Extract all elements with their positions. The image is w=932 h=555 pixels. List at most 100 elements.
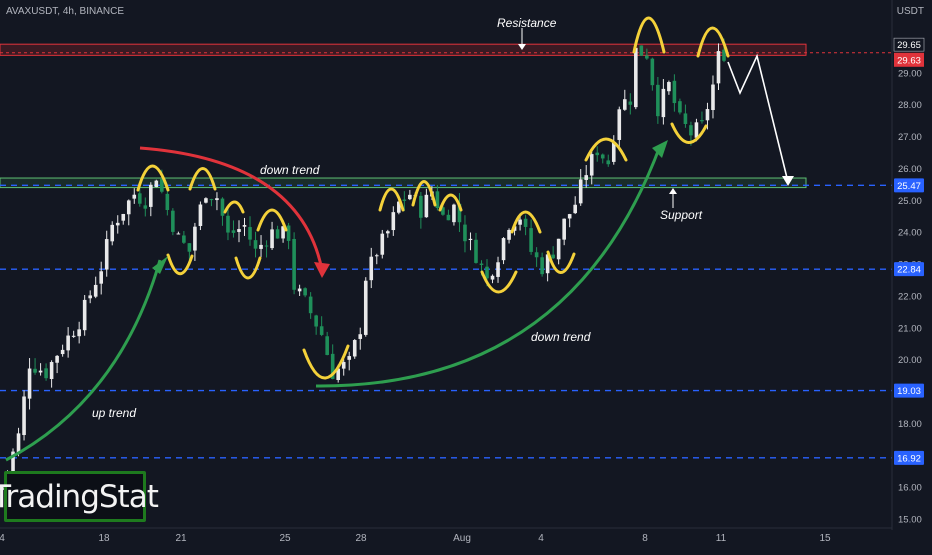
candle-body — [589, 154, 594, 176]
candle-body — [634, 47, 638, 108]
candle-body — [237, 229, 241, 232]
candle-body — [165, 193, 170, 210]
candle-body — [336, 368, 340, 381]
candle-body — [176, 233, 181, 235]
candle-body — [49, 362, 54, 380]
yellow-peak-mark — [223, 200, 245, 214]
level-badge-label: 22.84 — [897, 265, 921, 276]
annotation-down-trend-2: down trend — [531, 330, 591, 344]
candle-body — [171, 210, 175, 232]
candle-body — [452, 204, 456, 223]
candle-body — [397, 201, 401, 213]
yellow-peak-mark — [188, 167, 217, 191]
candle-body — [0, 487, 4, 491]
price-axis[interactable]: 15.0016.0017.0018.0019.0020.0021.0022.00… — [891, 0, 922, 530]
resistance-pointer-head — [518, 44, 526, 50]
projection-arrowhead — [782, 176, 794, 186]
zone-rect — [0, 177, 807, 189]
x-tick-label: 4 — [0, 533, 5, 544]
y-tick-label: 18.00 — [898, 419, 922, 430]
candle-body — [286, 225, 291, 241]
y-tick-label: 20.00 — [898, 355, 922, 366]
candle-body — [578, 179, 583, 204]
downtrend-arrowhead — [314, 262, 330, 278]
candle-body — [242, 225, 247, 227]
candle-body — [358, 334, 363, 339]
candle-body — [215, 198, 219, 201]
candle-body — [468, 238, 473, 241]
level-badge — [894, 178, 924, 193]
x-tick-label: 21 — [175, 533, 187, 544]
candle-body — [115, 222, 120, 226]
candle-body — [110, 224, 115, 242]
candle-body — [600, 154, 605, 159]
candle-body — [628, 101, 633, 105]
x-tick-label: 11 — [716, 533, 727, 544]
candle-body — [220, 198, 225, 216]
candle-body — [700, 120, 704, 122]
yellow-trough-mark — [166, 253, 194, 276]
support-pointer-head — [669, 188, 677, 194]
y-tick-label: 15.00 — [898, 515, 922, 526]
candle-body — [11, 451, 15, 472]
candle-body — [435, 191, 440, 209]
candle-layer — [0, 38, 726, 498]
candle-body — [27, 368, 32, 399]
candle-body — [584, 175, 589, 180]
candle-body — [562, 218, 566, 240]
candle-body — [121, 213, 126, 221]
candle-body — [369, 256, 374, 281]
candle-body — [126, 200, 131, 215]
candle-body — [457, 203, 462, 223]
candle-body — [363, 280, 368, 335]
x-tick-label: 4 — [538, 533, 544, 544]
candle-body — [650, 58, 655, 86]
price-badge-top-label: 29.65 — [897, 40, 921, 51]
level-badge-label: 19.03 — [897, 386, 921, 397]
time-axis[interactable]: 4 18 21 25 28 Aug 4 8 11 15 — [0, 527, 892, 544]
level-badge — [894, 262, 924, 277]
level-badge — [894, 383, 924, 398]
candle-body — [314, 315, 318, 327]
x-tick-label: 25 — [279, 533, 291, 544]
yellow-peak-mark — [510, 210, 542, 234]
candle-body — [556, 238, 561, 260]
candle-body — [501, 238, 506, 261]
candle-body — [689, 125, 693, 136]
uptrend-arrowhead — [152, 256, 168, 274]
candle-body — [160, 179, 164, 192]
candle-body — [485, 266, 489, 279]
candle-body — [204, 198, 208, 203]
candle-body — [292, 238, 296, 290]
y-tick-label: 16.00 — [898, 483, 922, 494]
candle-body — [264, 245, 269, 247]
candle-body — [132, 194, 137, 199]
candle-body — [38, 370, 43, 373]
candle-body — [474, 239, 478, 263]
y-tick-label: 21.00 — [898, 323, 922, 334]
y-tick-label: 25.00 — [898, 196, 922, 207]
candle-body — [496, 262, 500, 277]
candle-body — [209, 199, 214, 201]
candle-body — [231, 230, 236, 233]
candle-body — [319, 326, 324, 335]
candle-body — [386, 231, 390, 234]
tradingstat-logo: TradingStat — [0, 471, 159, 522]
candle-body — [308, 296, 313, 314]
yellow-trough-mark — [480, 270, 518, 294]
candle-body — [523, 218, 528, 227]
rising-arrowhead — [652, 140, 668, 158]
yellow-peak-mark — [411, 180, 437, 207]
x-tick-label: Aug — [453, 533, 471, 544]
candle-body — [391, 212, 396, 231]
zone-layer — [0, 43, 892, 189]
candle-body — [66, 335, 70, 351]
candle-body — [259, 244, 263, 249]
candle-body — [22, 396, 26, 436]
price-badge-last-label: 29.63 — [897, 55, 921, 66]
candle-body — [661, 88, 666, 118]
yellow-peak-mark — [256, 208, 288, 232]
x-tick-label: 18 — [98, 533, 110, 544]
